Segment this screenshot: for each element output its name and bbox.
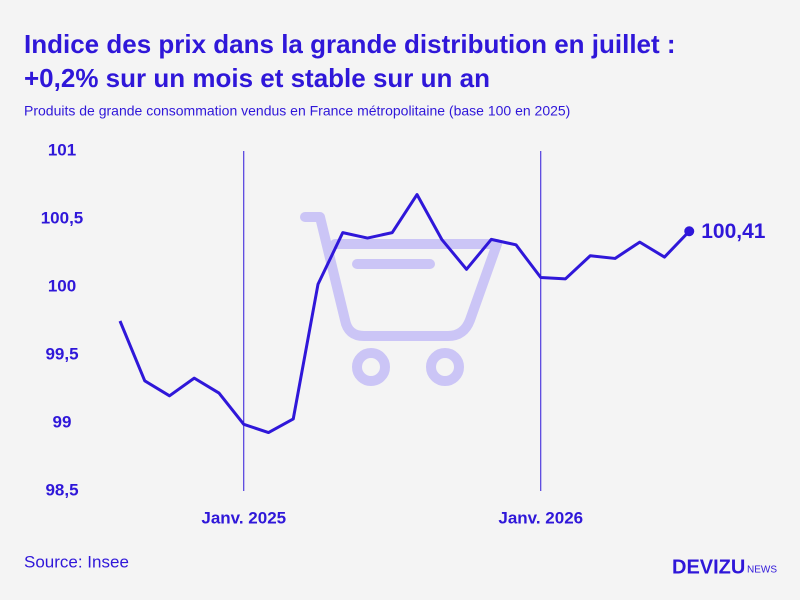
- chart-title: Indice des prix dans la grande distribut…: [24, 29, 676, 59]
- chart-subtitle: Produits de grande consommation vendus e…: [24, 103, 570, 119]
- end-point: [684, 226, 695, 237]
- y-tick-label: 101: [48, 140, 76, 159]
- chart-title: +0,2% sur un mois et stable sur un an: [24, 63, 490, 93]
- x-tick-label: Janv. 2025: [201, 508, 286, 527]
- brand-suffix: NEWS: [747, 565, 777, 576]
- x-tick-label: Janv. 2026: [498, 508, 583, 527]
- source: Source: Insee: [24, 552, 129, 571]
- value-label: 100,41: [701, 220, 766, 243]
- brand: DEVIZU: [672, 556, 745, 578]
- y-tick-label: 100,5: [41, 208, 84, 227]
- y-tick-label: 99,5: [45, 344, 78, 363]
- cart-icon: [300, 212, 502, 386]
- y-tick-label: 98,5: [45, 480, 78, 499]
- line: [118, 193, 691, 435]
- y-tick-label: 99: [53, 412, 72, 431]
- y-tick-label: 100: [48, 276, 76, 295]
